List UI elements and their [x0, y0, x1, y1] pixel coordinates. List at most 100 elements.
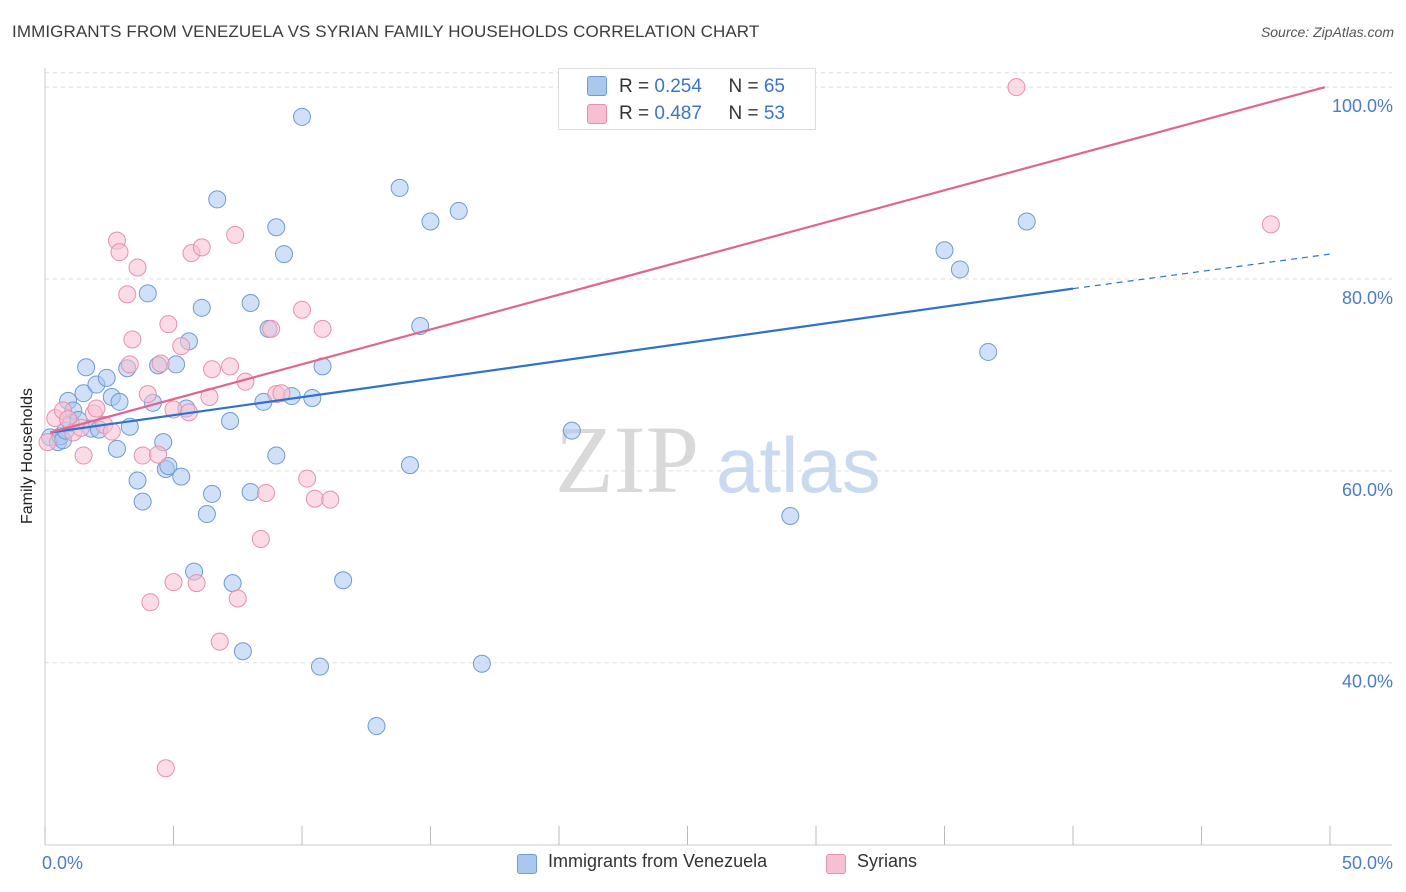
- point-syrians: [118, 285, 137, 304]
- point-syrians: [74, 446, 93, 465]
- point-venezuela: [97, 368, 116, 387]
- point-syrians: [1261, 215, 1280, 234]
- series-legend: Immigrants from Venezuela Syrians: [0, 851, 1406, 881]
- point-venezuela: [1017, 212, 1036, 231]
- point-syrians: [298, 469, 317, 488]
- tick-labels: 40.0% 60.0% 80.0% 100.0% 0.0% 50.0%: [42, 96, 1393, 873]
- n-value-blue: 65: [763, 76, 785, 97]
- point-venezuela: [107, 439, 126, 458]
- point-syrians: [141, 593, 160, 612]
- trend-line-venezuela-extension: [1072, 253, 1331, 290]
- point-syrians: [123, 330, 142, 349]
- point-venezuela: [74, 384, 93, 403]
- point-syrians: [257, 483, 276, 502]
- point-venezuela: [110, 392, 129, 411]
- point-venezuela: [310, 657, 329, 676]
- point-venezuela: [208, 190, 227, 209]
- watermark: ZIP atlas: [555, 406, 881, 513]
- chart-title: IMMIGRANTS FROM VENEZUELA VS SYRIAN FAMI…: [12, 22, 760, 41]
- legend-swatch-blue: [587, 76, 607, 96]
- point-syrians: [138, 385, 157, 404]
- point-syrians: [151, 354, 170, 373]
- y-tick-label: 60.0%: [1342, 480, 1393, 500]
- point-venezuela: [267, 218, 286, 237]
- r-value-blue: 0.254: [654, 76, 702, 97]
- point-syrians: [313, 319, 332, 338]
- watermark-zip: ZIP: [555, 406, 699, 513]
- legend-swatch-venezuela: [517, 854, 537, 874]
- point-venezuela: [221, 412, 240, 431]
- point-venezuela: [935, 241, 954, 260]
- point-syrians: [120, 355, 139, 374]
- point-venezuela: [421, 212, 440, 231]
- point-syrians: [272, 384, 291, 403]
- x-tick-label: 0.0%: [42, 853, 83, 873]
- point-venezuela: [293, 107, 311, 126]
- point-syrians: [293, 300, 311, 319]
- point-venezuela: [979, 342, 998, 361]
- grid-lines: [45, 72, 1392, 664]
- r-value-pink: 0.487: [654, 103, 702, 124]
- point-syrians: [262, 319, 281, 338]
- point-venezuela: [562, 421, 581, 440]
- r-label: R =: [619, 103, 655, 124]
- series-venezuela: [41, 107, 1036, 736]
- point-syrians: [133, 446, 152, 465]
- point-venezuela: [128, 471, 147, 490]
- point-venezuela: [275, 245, 294, 264]
- point-syrians: [251, 529, 270, 548]
- point-syrians: [159, 315, 178, 334]
- axes: [44, 68, 1392, 846]
- point-venezuela: [267, 446, 286, 465]
- point-venezuela: [192, 298, 211, 317]
- point-venezuela: [950, 260, 969, 279]
- n-label: N =: [728, 103, 764, 124]
- point-syrians: [156, 759, 175, 778]
- point-venezuela: [172, 467, 191, 486]
- point-venezuela: [241, 482, 260, 501]
- y-tick-label: 100.0%: [1332, 96, 1393, 116]
- point-syrians: [210, 632, 229, 651]
- point-syrians: [164, 573, 183, 592]
- point-venezuela: [159, 457, 178, 476]
- legend-row-blue: R = 0.254 N = 65: [619, 76, 785, 98]
- point-syrians: [87, 399, 106, 418]
- point-venezuela: [77, 358, 96, 377]
- y-tick-label: 80.0%: [1342, 288, 1393, 308]
- point-venezuela: [781, 506, 800, 525]
- point-syrians: [1007, 78, 1026, 97]
- point-venezuela: [203, 484, 222, 503]
- point-venezuela: [367, 717, 386, 736]
- legend-label-syrians: Syrians: [857, 851, 918, 871]
- point-venezuela: [390, 178, 409, 197]
- point-venezuela: [197, 505, 216, 524]
- point-venezuela: [241, 294, 260, 313]
- point-syrians: [203, 360, 222, 379]
- legend-row-pink: R = 0.487 N = 53: [619, 103, 785, 125]
- point-venezuela: [223, 574, 242, 593]
- point-venezuela: [167, 355, 186, 374]
- point-syrians: [128, 258, 147, 277]
- point-venezuela: [449, 201, 468, 220]
- point-venezuela: [334, 571, 353, 590]
- trend-lines: [49, 86, 1331, 434]
- point-venezuela: [400, 456, 419, 475]
- watermark-atlas: atlas: [716, 421, 881, 509]
- point-syrians: [192, 238, 211, 257]
- n-value-pink: 53: [763, 103, 785, 124]
- point-venezuela: [133, 492, 152, 511]
- point-venezuela: [472, 654, 491, 673]
- legend-swatch-syrians: [826, 854, 846, 874]
- trend-line-syrians: [49, 86, 1326, 434]
- n-label: N =: [728, 76, 764, 97]
- correlation-legend: R = 0.254 N = 65 R = 0.487 N = 53: [558, 68, 816, 130]
- point-syrians: [38, 433, 57, 452]
- legend-label-venezuela: Immigrants from Venezuela: [548, 851, 768, 871]
- x-tick-label: 50.0%: [1342, 853, 1393, 873]
- point-syrians: [172, 337, 191, 356]
- point-syrians: [149, 445, 168, 464]
- point-syrians: [221, 357, 240, 376]
- legend-swatch-pink: [587, 104, 607, 124]
- point-syrians: [305, 489, 324, 508]
